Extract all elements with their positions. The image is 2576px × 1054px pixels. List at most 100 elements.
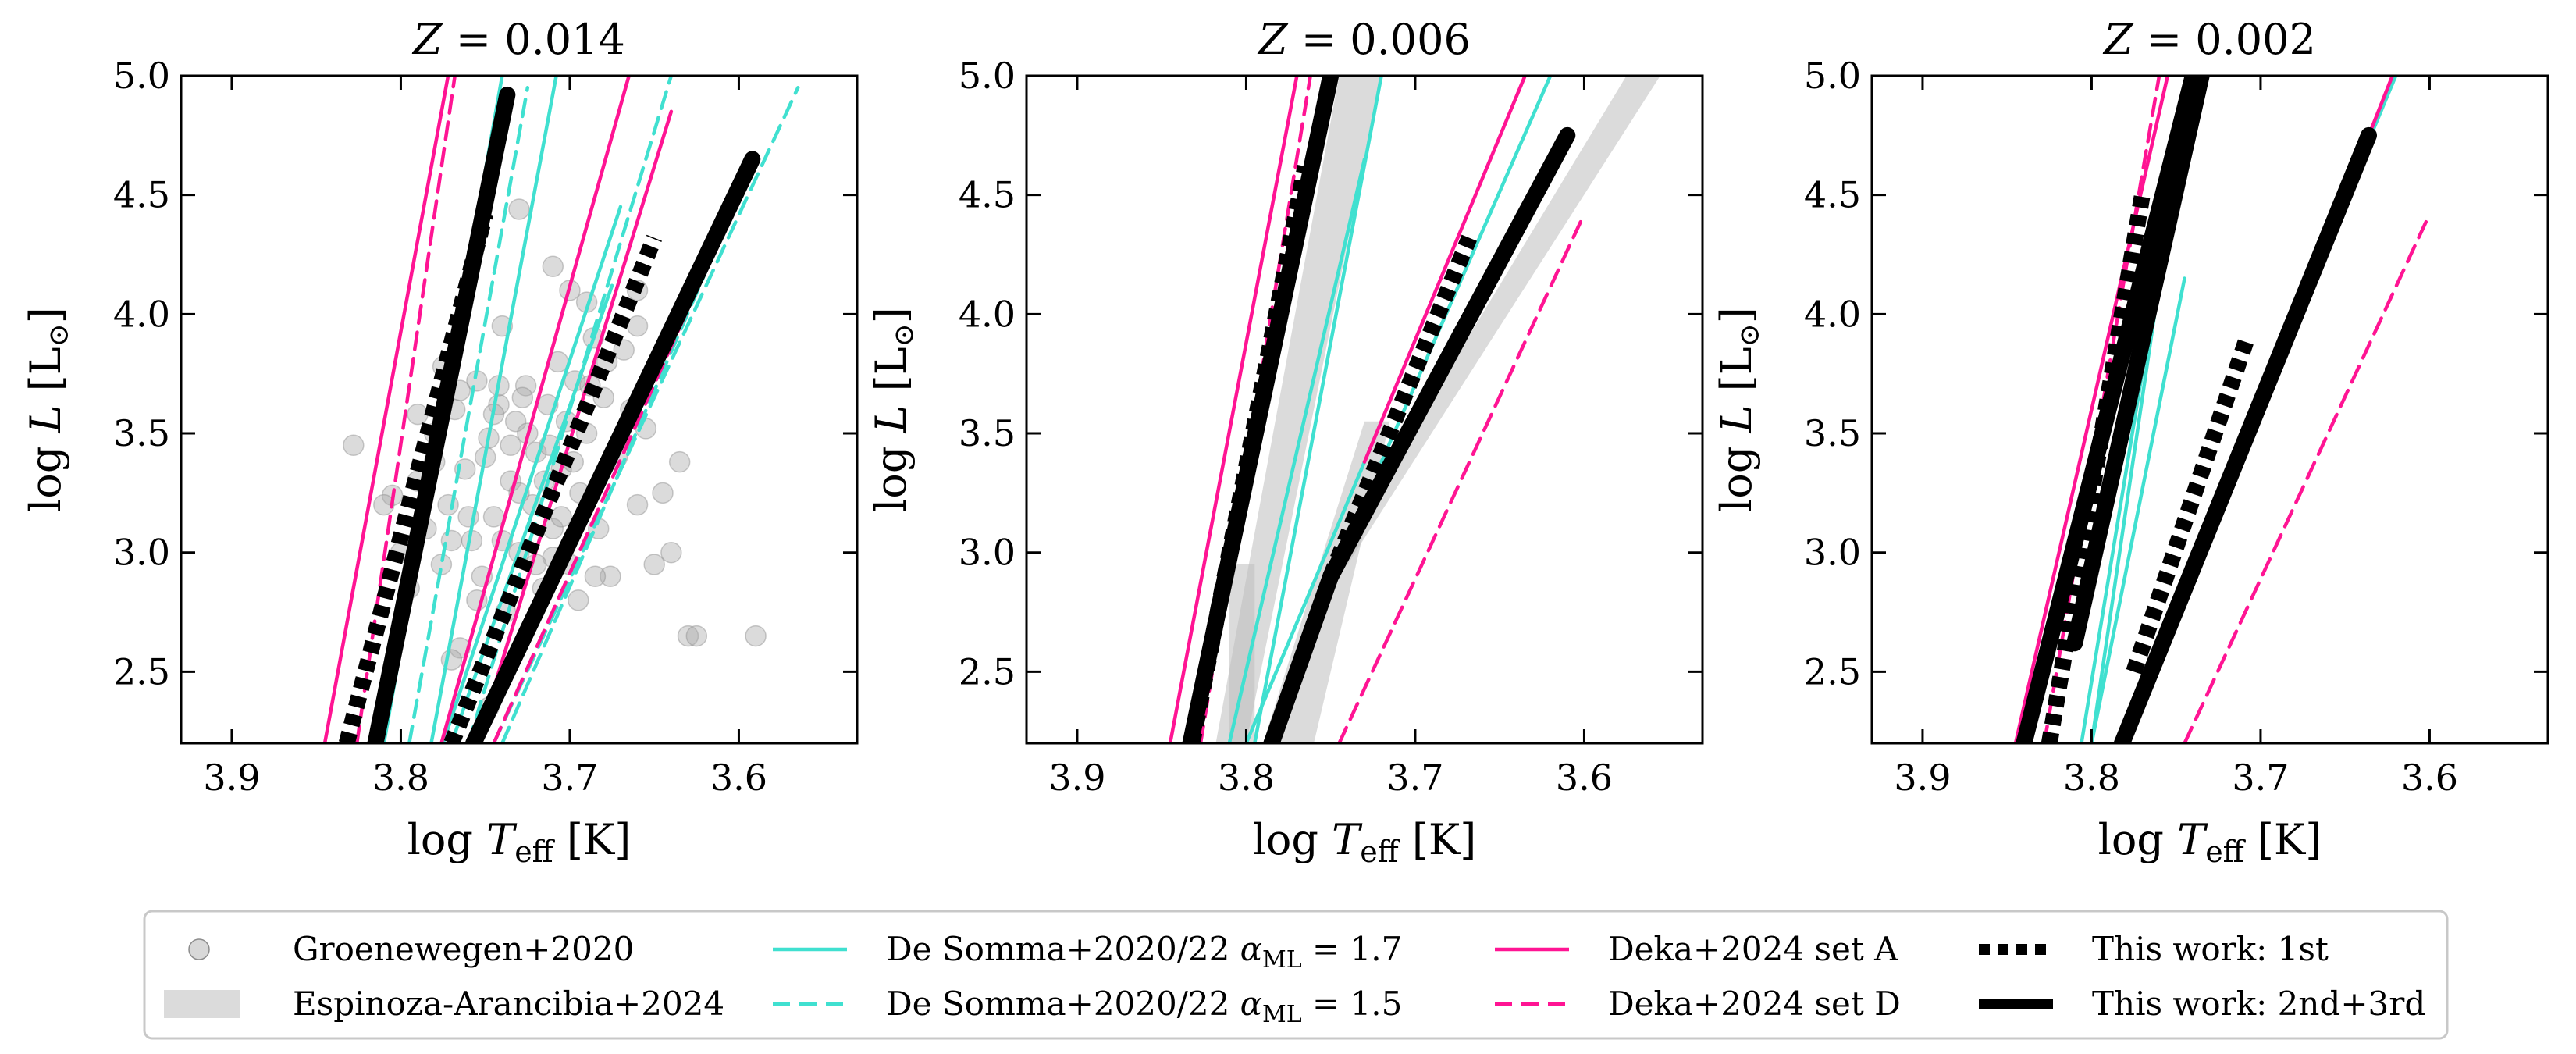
y-tick-label: 4.0 xyxy=(1804,293,1861,335)
panel-3: 3.9 3.8 3.7 3.6 2.5 3.0 3.5 4.0 4.5 5.0 Z = 0.002 l… xyxy=(1712,15,2549,869)
legend-entry: This work: 2nd+3rd xyxy=(1979,985,2425,1023)
x-tick-label: 3.6 xyxy=(1556,757,1613,799)
series-line-segment xyxy=(429,76,558,743)
series-line-segment xyxy=(1263,568,1340,743)
espinoza-band-1 xyxy=(1215,76,1382,743)
y-tick-label: 3.0 xyxy=(959,532,1016,574)
series-line-segment xyxy=(2042,76,2161,743)
panel-1: 3.9 3.8 3.7 3.6 2.5 3.0 3.5 4.0 4.5 5.0 Z = 0.014 l… xyxy=(21,15,859,869)
groenewegen-point xyxy=(685,625,708,647)
x-axis-label: log Teff [K] xyxy=(1253,815,1477,869)
legend-frame xyxy=(143,910,2449,1040)
series-line-segment xyxy=(1253,76,1383,743)
series-line-segment xyxy=(1244,460,1367,743)
groenewegen-point xyxy=(542,255,564,278)
groenewegen-point xyxy=(508,198,530,220)
y-tick-label: 3.5 xyxy=(1804,412,1861,454)
legend: Groenewegen+2020 Espinoza-Arancibia+2024 D… xyxy=(143,910,2449,1040)
legend-entry: Deka+2024 set D xyxy=(1495,985,1901,1023)
y-tick-label: 4.5 xyxy=(959,174,1016,216)
legend-label: This work: 1st xyxy=(2092,930,2329,968)
series-line-segment xyxy=(2016,76,2201,743)
series-line-segment xyxy=(1362,76,1527,464)
axes-frame xyxy=(1870,74,2549,745)
panel-title: Z = 0.006 xyxy=(1257,15,1471,64)
groenewegen-point xyxy=(504,411,527,433)
x-axis-label: log Teff [K] xyxy=(2098,815,2322,869)
groenewegen-point xyxy=(482,506,505,528)
x-tick-label: 3.8 xyxy=(372,757,429,799)
panel-title: Z = 0.014 xyxy=(411,15,625,64)
series-line-segment xyxy=(2066,76,2210,652)
x-tick-label: 3.6 xyxy=(2401,757,2458,799)
series-line-segment xyxy=(2183,212,2432,743)
groenewegen-point xyxy=(500,434,521,457)
groenewegen-point xyxy=(373,493,395,516)
plot-area xyxy=(1168,76,1660,743)
groenewegen-point xyxy=(660,541,682,564)
legend-marker xyxy=(188,938,210,960)
y-tick-label: 2.5 xyxy=(959,650,1016,693)
groenewegen-point xyxy=(668,450,691,473)
espinoza-band-2 xyxy=(1229,564,1255,743)
x-tick-label: 3.6 xyxy=(710,757,767,799)
series-deka-2024-set-a xyxy=(1168,76,1527,743)
series-line-segment xyxy=(407,86,530,743)
groenewegen-point xyxy=(511,386,534,408)
y-tick-label: 3.0 xyxy=(113,532,170,574)
legend-entry: Groenewegen+2020 xyxy=(188,930,634,968)
groenewegen-point xyxy=(643,554,665,575)
series-line-segment xyxy=(439,76,631,743)
series-line-segment xyxy=(2126,335,2255,675)
series-this-work-2nd-3rd xyxy=(1182,76,1576,743)
y-tick-label: 4.0 xyxy=(113,293,170,335)
series-line-segment xyxy=(2113,126,2378,743)
series-line-segment xyxy=(465,151,761,743)
plot-area xyxy=(322,76,800,743)
plot-area xyxy=(2013,76,2432,743)
espinoza-band-4 xyxy=(1330,76,1660,564)
legend-entry: De Somma+2020/22 αML = 1.7 xyxy=(773,930,1402,974)
y-tick-label: 3.0 xyxy=(1804,532,1861,574)
x-tick-label: 3.7 xyxy=(2232,757,2289,799)
legend-label: Espinoza-Arancibia+2024 xyxy=(293,985,724,1023)
y-tick-label: 4.5 xyxy=(1804,174,1861,216)
chart-panels: 3.9 3.8 3.7 3.6 2.5 3.0 3.5 4.0 4.5 5.0 Z = 0.014 l… xyxy=(21,15,2549,869)
y-tick-label: 2.5 xyxy=(113,650,170,693)
series-line-segment xyxy=(367,86,516,743)
groenewegen-point xyxy=(652,482,674,504)
y-tick-label: 3.5 xyxy=(959,412,1016,454)
series-this-work-2nd-3rd xyxy=(367,86,761,743)
legend-entry: De Somma+2020/22 αML = 1.5 xyxy=(773,985,1402,1028)
y-axis-label: log L [L⊙] xyxy=(1712,307,1766,512)
legend-label: Deka+2024 set A xyxy=(1608,930,1898,968)
axes-frame xyxy=(1025,74,1704,745)
y-tick-label: 3.5 xyxy=(113,412,170,454)
series-line-segment xyxy=(1182,76,1340,743)
legend-label: Groenewegen+2020 xyxy=(293,930,634,968)
legend-entry: Deka+2024 set A xyxy=(1495,930,1898,968)
groenewegen-point xyxy=(600,565,621,587)
y-axis-label: log L [L⊙] xyxy=(21,307,75,512)
series-line-segment xyxy=(322,76,450,743)
series-line-segment xyxy=(1322,126,1576,585)
legend-label: De Somma+2020/22 αML = 1.5 xyxy=(886,985,1402,1028)
panel-title: Z = 0.002 xyxy=(2102,15,2316,64)
legend-label: This work: 2nd+3rd xyxy=(2092,985,2425,1023)
x-tick-label: 3.8 xyxy=(2063,757,2120,799)
y-tick-label: 5.0 xyxy=(113,55,170,97)
legend-band-swatch xyxy=(164,990,240,1018)
series-line-segment xyxy=(443,234,662,743)
y-tick-label: 4.0 xyxy=(959,293,1016,335)
x-tick-label: 3.9 xyxy=(1894,757,1951,799)
series-line-segment xyxy=(1337,212,1586,743)
series-deka-2024-set-d xyxy=(2042,76,2432,743)
groenewegen-point xyxy=(745,625,767,647)
groenewegen-point xyxy=(514,375,537,397)
series-line-segment xyxy=(2013,76,2170,743)
legend-entry: This work: 1st xyxy=(1979,930,2329,968)
x-tick-label: 3.7 xyxy=(1386,757,1443,799)
x-tick-label: 3.8 xyxy=(1218,757,1275,799)
y-tick-label: 4.5 xyxy=(113,174,170,216)
